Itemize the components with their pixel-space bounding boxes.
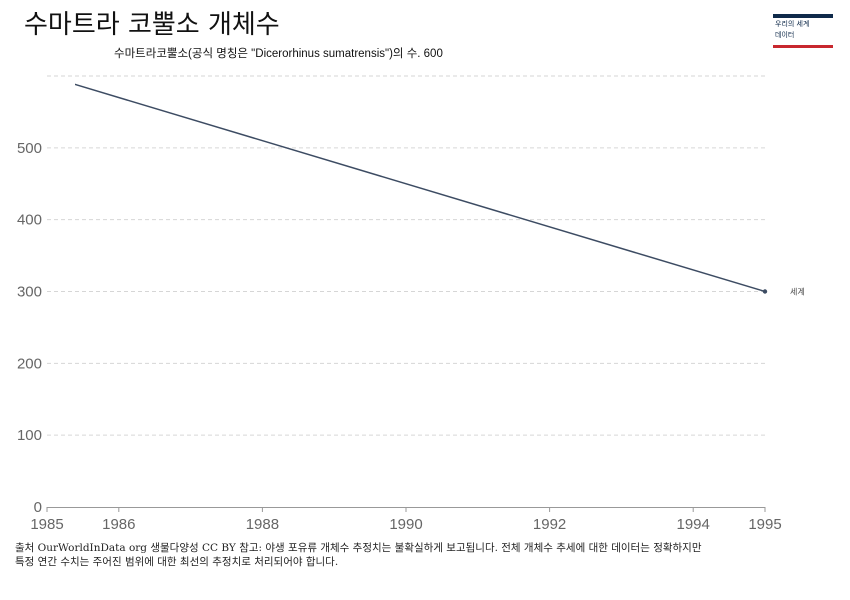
series-end-point xyxy=(762,289,768,294)
x-tick-label: 1988 xyxy=(246,516,279,533)
logo-line-2: 데이터 xyxy=(775,31,795,39)
x-tick-label: 1995 xyxy=(748,516,781,533)
series-label: 세계 xyxy=(790,287,805,297)
axes xyxy=(46,507,766,512)
series-lines: 세계 xyxy=(75,83,805,297)
grid-lines xyxy=(47,75,765,436)
y-tick-label: 500 xyxy=(17,140,42,157)
line-chart: 0 100 200 300 400 500 1985 1986 1988 1990 1992 199… xyxy=(17,75,805,533)
x-tick-labels: 1985 1986 1988 1990 1992 1994 1995 xyxy=(30,516,781,533)
x-tick-label: 1994 xyxy=(677,516,710,533)
y-tick-label: 100 xyxy=(17,427,42,444)
footer-source-line: 출처 OurWorldInData org 생물다양성 CC BY 참고: 야생… xyxy=(15,542,702,554)
owid-logo[interactable]: 우리의 세계 데이터 xyxy=(773,14,833,48)
y-tick-label: 200 xyxy=(17,355,42,372)
y-tick-labels: 0 100 200 300 400 500 xyxy=(17,140,42,516)
x-tick-label: 1992 xyxy=(533,516,566,533)
chart-footer: 출처 OurWorldInData org 생물다양성 CC BY 참고: 야생… xyxy=(15,541,835,569)
x-tick-label: 1986 xyxy=(102,516,135,533)
x-tick-label: 1985 xyxy=(30,516,63,533)
footer-note-line: 특정 연간 수치는 주어진 범위에 대한 최선의 추정치로 처리되어야 합니다. xyxy=(15,556,339,568)
chart-title: 수마트라 코뿔소 개체수 xyxy=(24,10,280,40)
chart-subtitle: 수마트라코뿔소(공식 명칭은 "Dicerorhinus sumatrensis… xyxy=(114,48,443,60)
x-tick-label: 1990 xyxy=(389,516,422,533)
y-tick-label: 400 xyxy=(17,212,42,229)
y-tick-label: 0 xyxy=(34,499,42,516)
y-tick-label: 300 xyxy=(17,284,42,301)
logo-line-1: 우리의 세계 xyxy=(775,20,810,28)
series-line-0 xyxy=(75,83,766,293)
